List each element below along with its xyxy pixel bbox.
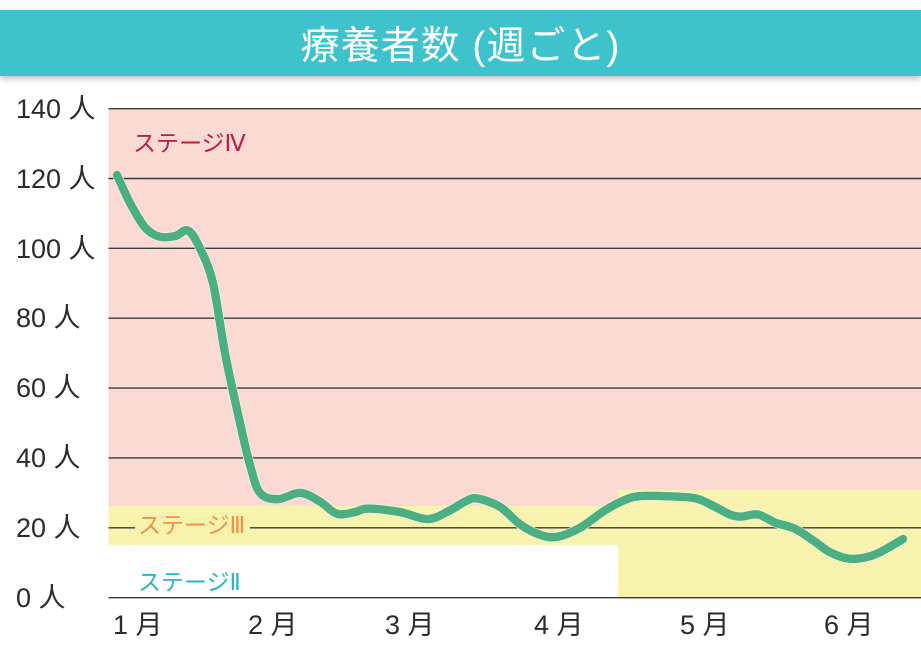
svg-text:40 人: 40 人	[16, 443, 81, 473]
svg-text:3 月: 3 月	[385, 610, 435, 640]
svg-text:100 人: 100 人	[16, 234, 96, 264]
svg-text:6 月: 6 月	[824, 610, 874, 640]
svg-text:120 人: 120 人	[16, 164, 96, 194]
svg-text:140 人: 140 人	[16, 94, 96, 124]
svg-text:20 人: 20 人	[16, 513, 81, 543]
svg-text:80 人: 80 人	[16, 303, 81, 333]
svg-text:5 月: 5 月	[680, 610, 730, 640]
svg-text:ステージⅡ: ステージⅡ	[138, 569, 241, 595]
svg-text:60 人: 60 人	[16, 373, 81, 403]
svg-text:2 月: 2 月	[248, 610, 298, 640]
svg-text:ステージⅢ: ステージⅢ	[138, 512, 245, 538]
svg-text:4 月: 4 月	[534, 610, 584, 640]
svg-text:1 月: 1 月	[113, 610, 163, 640]
svg-text:0 人: 0 人	[16, 583, 66, 613]
svg-text:ステージⅣ: ステージⅣ	[133, 130, 247, 156]
